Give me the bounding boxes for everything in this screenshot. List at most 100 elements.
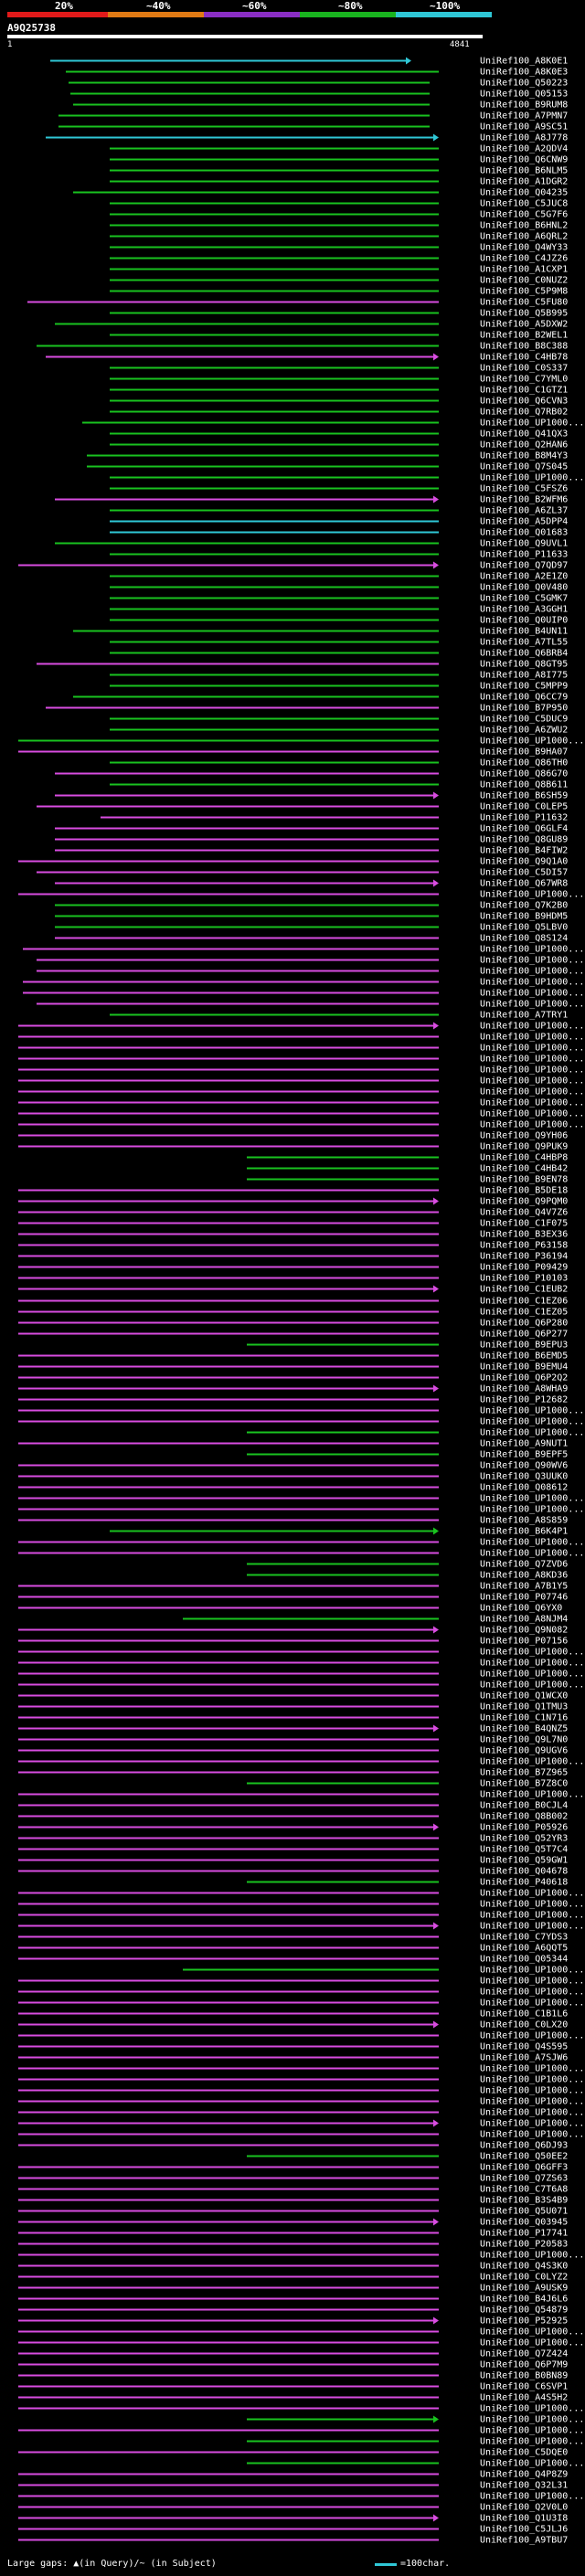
hit-row[interactable]: UniRef100_UP1000... bbox=[18, 2327, 584, 2337]
hit-label[interactable]: UniRef100_Q03945 bbox=[480, 2218, 568, 2228]
hit-label[interactable]: UniRef100_Q6P2Q2 bbox=[480, 1373, 568, 1383]
hit-row[interactable]: UniRef100_Q08612 bbox=[18, 1483, 568, 1493]
hit-row[interactable]: UniRef100_UP1000... bbox=[18, 1659, 584, 1669]
hit-label[interactable]: UniRef100_UP1000... bbox=[480, 1087, 584, 1097]
hit-label[interactable]: UniRef100_C7T6A8 bbox=[480, 2185, 568, 2195]
hit-row[interactable]: UniRef100_UP1000... bbox=[18, 2031, 584, 2041]
hit-label[interactable]: UniRef100_A9TBU7 bbox=[480, 2536, 568, 2546]
hit-row[interactable]: UniRef100_UP1000... bbox=[18, 1505, 584, 1515]
hit-label[interactable]: UniRef100_C5FU80 bbox=[480, 298, 568, 308]
hit-label[interactable]: UniRef100_UP1000... bbox=[480, 2437, 584, 2447]
hit-label[interactable]: UniRef100_C1B1L6 bbox=[480, 2009, 568, 2019]
hit-label[interactable]: UniRef100_Q2HAN6 bbox=[480, 440, 568, 451]
hit-label[interactable]: UniRef100_UP1000... bbox=[480, 1065, 584, 1076]
hit-row[interactable]: UniRef100_Q6BRB4 bbox=[110, 649, 568, 659]
hit-label[interactable]: UniRef100_UP1000... bbox=[480, 2426, 584, 2436]
hit-label[interactable]: UniRef100_C5P9M8 bbox=[480, 287, 568, 297]
hit-label[interactable]: UniRef100_A9USK9 bbox=[480, 2284, 568, 2294]
hit-row[interactable]: UniRef100_UP1000... bbox=[183, 1966, 584, 1976]
hit-label[interactable]: UniRef100_Q6P277 bbox=[480, 1330, 568, 1340]
hit-row[interactable]: UniRef100_UP1000... bbox=[18, 1120, 584, 1130]
hit-row[interactable]: UniRef100_A9SC51 bbox=[58, 122, 568, 133]
hit-label[interactable]: UniRef100_B4UN11 bbox=[480, 627, 568, 637]
hit-row[interactable]: UniRef100_Q7ZVD6 bbox=[247, 1560, 568, 1570]
hit-row[interactable]: UniRef100_UP1000... bbox=[18, 1109, 584, 1119]
hit-label[interactable]: UniRef100_A7SJW6 bbox=[480, 2053, 568, 2063]
hit-row[interactable]: UniRef100_C0LEP5 bbox=[37, 802, 568, 812]
hit-label[interactable]: UniRef100_C4HB42 bbox=[480, 1164, 568, 1174]
hit-label[interactable]: UniRef100_UP1000... bbox=[480, 1494, 584, 1504]
hit-row[interactable]: UniRef100_B5DE18 bbox=[18, 1186, 568, 1196]
hit-label[interactable]: UniRef100_Q1TMU3 bbox=[480, 1702, 568, 1712]
hit-row[interactable]: UniRef100_A9NUT1 bbox=[18, 1439, 568, 1449]
hit-label[interactable]: UniRef100_C5FSZ6 bbox=[480, 484, 568, 494]
hit-row[interactable]: UniRef100_Q9N082 bbox=[18, 1626, 568, 1636]
hit-row[interactable]: UniRef100_Q8GT95 bbox=[37, 660, 568, 670]
hit-row[interactable]: UniRef100_A6QQT5 bbox=[18, 1944, 568, 1954]
hit-label[interactable]: UniRef100_A1DGR2 bbox=[480, 177, 568, 187]
hit-label[interactable]: UniRef100_C1EZ05 bbox=[480, 1308, 568, 1318]
hit-label[interactable]: UniRef100_C5DQE0 bbox=[480, 2448, 568, 2458]
hit-label[interactable]: UniRef100_B8C388 bbox=[480, 342, 568, 352]
hit-label[interactable]: UniRef100_B4QNZ5 bbox=[480, 1724, 568, 1734]
hit-label[interactable]: UniRef100_A8J778 bbox=[480, 133, 568, 143]
hit-row[interactable]: UniRef100_P10103 bbox=[18, 1274, 568, 1284]
hit-label[interactable]: UniRef100_UP1000... bbox=[480, 1680, 584, 1691]
hit-row[interactable]: UniRef100_B7P950 bbox=[46, 704, 568, 714]
hit-label[interactable]: UniRef100_A7PMN7 bbox=[480, 111, 568, 122]
hit-label[interactable]: UniRef100_UP1000... bbox=[480, 945, 584, 955]
hit-row[interactable]: UniRef100_P63158 bbox=[18, 1241, 568, 1251]
hit-row[interactable]: UniRef100_B0CJL4 bbox=[18, 1801, 568, 1811]
hit-label[interactable]: UniRef100_Q32L31 bbox=[480, 2481, 568, 2491]
hit-row[interactable]: UniRef100_C0LX20 bbox=[18, 2020, 568, 2030]
hit-label[interactable]: UniRef100_A7B1Y5 bbox=[480, 1582, 568, 1592]
hit-label[interactable]: UniRef100_Q7Z424 bbox=[480, 2349, 568, 2359]
hit-row[interactable]: UniRef100_A7TL55 bbox=[110, 638, 568, 648]
hit-row[interactable]: UniRef100_UP1000... bbox=[18, 1790, 584, 1800]
hit-label[interactable]: UniRef100_UP1000... bbox=[480, 1998, 584, 2009]
hit-label[interactable]: UniRef100_A8KD36 bbox=[480, 1571, 568, 1581]
hit-label[interactable]: UniRef100_UP1000... bbox=[480, 1538, 584, 1548]
hit-row[interactable]: UniRef100_Q50223 bbox=[69, 79, 568, 89]
hit-label[interactable]: UniRef100_UP1000... bbox=[480, 2492, 584, 2502]
hit-label[interactable]: UniRef100_B7P950 bbox=[480, 704, 568, 714]
hit-row[interactable]: UniRef100_Q8GU89 bbox=[55, 835, 568, 845]
hit-row[interactable]: UniRef100_C4HB78 bbox=[46, 353, 568, 363]
hit-label[interactable]: UniRef100_Q08612 bbox=[480, 1483, 568, 1493]
hit-label[interactable]: UniRef100_UP1000... bbox=[480, 1406, 584, 1416]
hit-label[interactable]: UniRef100_A8K0E1 bbox=[480, 57, 568, 67]
hit-label[interactable]: UniRef100_Q9L7N0 bbox=[480, 1735, 568, 1745]
hit-row[interactable]: UniRef100_C1EUB2 bbox=[18, 1285, 568, 1295]
hit-row[interactable]: UniRef100_P52925 bbox=[18, 2316, 568, 2327]
hit-label[interactable]: UniRef100_P36194 bbox=[480, 1252, 568, 1262]
hit-label[interactable]: UniRef100_Q01683 bbox=[480, 528, 568, 538]
hit-label[interactable]: UniRef100_P20583 bbox=[480, 2240, 568, 2250]
hit-row[interactable]: UniRef100_C1EZ06 bbox=[18, 1297, 568, 1307]
hit-row[interactable]: UniRef100_A1CXP1 bbox=[110, 265, 568, 275]
hit-row[interactable]: UniRef100_Q7Z424 bbox=[18, 2349, 568, 2359]
hit-label[interactable]: UniRef100_Q7RB02 bbox=[480, 408, 568, 418]
hit-label[interactable]: UniRef100_UP1000... bbox=[480, 1428, 584, 1438]
hit-label[interactable]: UniRef100_Q54879 bbox=[480, 2306, 568, 2316]
hit-label[interactable]: UniRef100_UP1000... bbox=[480, 1659, 584, 1669]
hit-row[interactable]: UniRef100_UP1000... bbox=[18, 2075, 584, 2085]
hit-row[interactable]: UniRef100_Q2V0L0 bbox=[18, 2503, 568, 2513]
hit-row[interactable]: UniRef100_A7PMN7 bbox=[58, 111, 568, 122]
hit-row[interactable]: UniRef100_Q41QX3 bbox=[110, 429, 568, 440]
hit-label[interactable]: UniRef100_A9NUT1 bbox=[480, 1439, 568, 1449]
hit-label[interactable]: UniRef100_C4HBP8 bbox=[480, 1153, 568, 1163]
hit-label[interactable]: UniRef100_UP1000... bbox=[480, 2108, 584, 2118]
hit-row[interactable]: UniRef100_UP1000... bbox=[18, 1670, 584, 1680]
hit-row[interactable]: UniRef100_Q5U071 bbox=[18, 2207, 568, 2217]
hit-row[interactable]: UniRef100_Q4S3K0 bbox=[18, 2262, 568, 2272]
hit-row[interactable]: UniRef100_C5FSZ6 bbox=[110, 484, 568, 494]
hit-label[interactable]: UniRef100_Q9N082 bbox=[480, 1626, 568, 1636]
hit-label[interactable]: UniRef100_UP1000... bbox=[480, 989, 584, 999]
hit-label[interactable]: UniRef100_A8S859 bbox=[480, 1516, 568, 1526]
hit-row[interactable]: UniRef100_Q01683 bbox=[110, 528, 568, 538]
hit-row[interactable]: UniRef100_C5G7F6 bbox=[110, 210, 568, 220]
hit-row[interactable]: UniRef100_A6ZWU2 bbox=[110, 726, 568, 736]
hit-label[interactable]: UniRef100_A8K0E3 bbox=[480, 68, 568, 78]
hit-row[interactable]: UniRef100_UP1000... bbox=[18, 1022, 584, 1032]
hit-row[interactable]: UniRef100_UP1000... bbox=[23, 989, 584, 999]
